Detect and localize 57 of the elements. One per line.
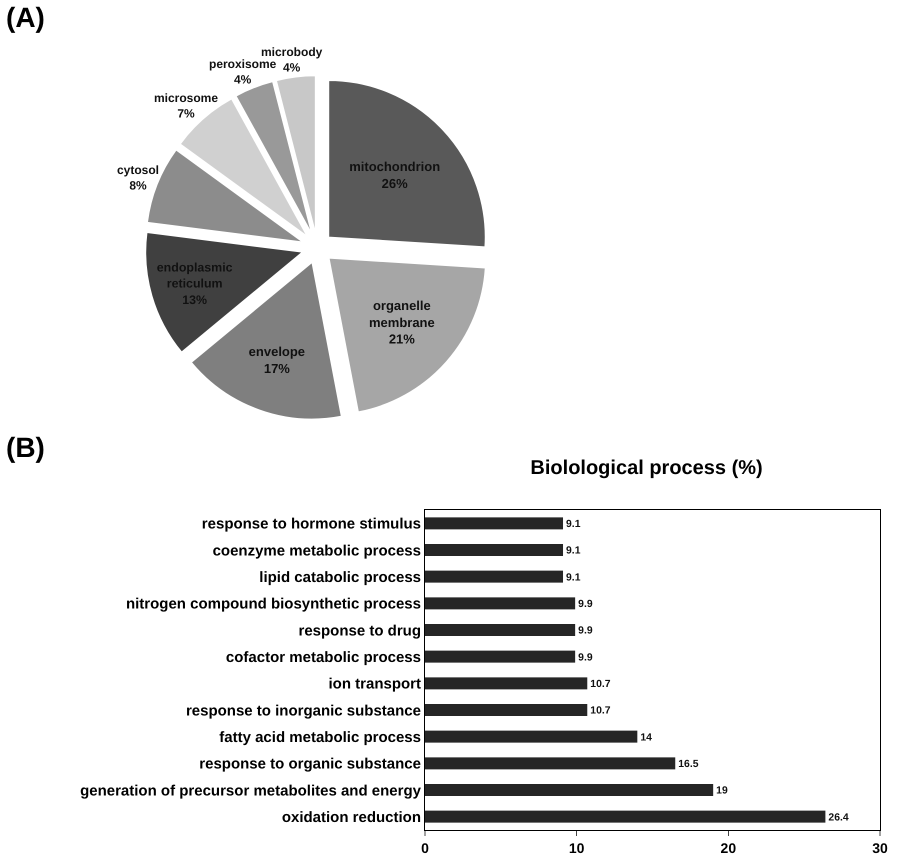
slice-label: envelope <box>248 344 306 360</box>
data-label: 9.1 <box>566 546 581 557</box>
y-tick-label: response to inorganic substance <box>186 702 421 720</box>
x-tick-label: 10 <box>568 840 585 856</box>
bar <box>425 757 676 770</box>
y-tick-label: oxidation reduction <box>282 808 421 826</box>
y-tick-label: response to organic substance <box>199 756 421 773</box>
y-tick-label: response to drug <box>298 622 421 640</box>
data-label: 26.4 <box>828 812 849 824</box>
data-label: 4% <box>283 60 301 75</box>
y-tick-label: coenzyme metabolic process <box>212 542 421 560</box>
bar <box>425 624 576 636</box>
data-label: 16.5 <box>678 758 699 770</box>
data-label: 9.1 <box>566 518 581 530</box>
slice-label: cytosol <box>117 163 160 177</box>
slice-label: mitochondrion <box>349 159 440 174</box>
bar <box>425 730 638 743</box>
data-label: 8% <box>129 178 148 193</box>
bar <box>425 570 564 583</box>
data-label: 14 <box>640 732 652 744</box>
x-tick-label: 30 <box>872 840 888 856</box>
bar <box>425 704 588 716</box>
data-label: 9.1 <box>566 572 581 584</box>
x-tick-label: 0 <box>421 840 430 856</box>
data-label: 21% <box>388 332 416 347</box>
y-tick-label: cofactor metabolic process <box>226 648 421 666</box>
data-label: 17% <box>264 361 290 376</box>
data-label: 26% <box>382 176 408 192</box>
y-tick-label: generation of precursor metabolites and energy <box>80 782 422 800</box>
y-tick-label: lipid catabolic process <box>259 568 421 586</box>
bar <box>425 517 564 530</box>
slice-label: microbody <box>261 45 323 59</box>
bar <box>425 544 564 556</box>
chart-title: Biolological process (%) <box>530 457 763 480</box>
data-label: 10.7 <box>590 678 611 690</box>
text: (B) <box>6 432 45 464</box>
data-label: 10.7 <box>590 706 611 717</box>
bar <box>425 784 714 796</box>
bar <box>425 650 576 663</box>
y-tick-label: ion transport <box>328 676 421 693</box>
data-label: 19 <box>716 786 728 797</box>
bar <box>425 597 576 610</box>
y-tick-label: response to hormone stimulus <box>202 516 421 533</box>
bar <box>425 677 588 690</box>
text: (A) <box>6 2 45 34</box>
slice-label: microsome <box>154 91 218 105</box>
data-label: 9.9 <box>578 626 593 637</box>
data-label: 4% <box>234 72 252 87</box>
data-label: 9.9 <box>578 598 593 610</box>
slice-label: organelle membrane <box>368 298 435 330</box>
data-label: 7% <box>177 106 196 121</box>
data-label: 9.9 <box>578 652 593 664</box>
y-tick-label: fatty acid metabolic process <box>219 728 421 746</box>
x-tick-label: 20 <box>720 840 736 856</box>
slice-label: peroxisome <box>209 57 277 71</box>
y-tick-label: nitrogen compound biosynthetic process <box>126 596 421 613</box>
bar <box>425 810 826 823</box>
